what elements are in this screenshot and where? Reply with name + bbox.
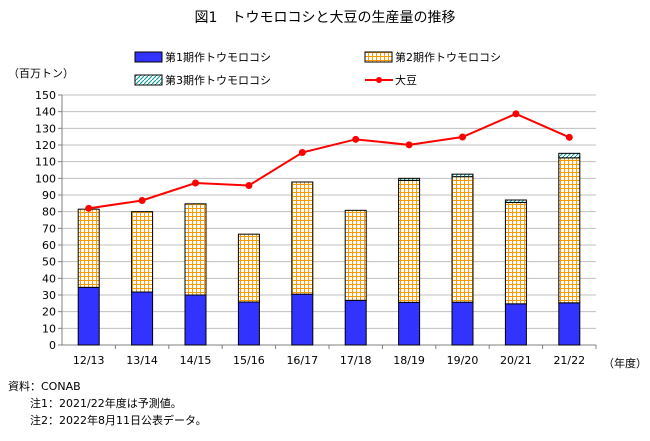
soybean-point <box>405 141 413 149</box>
bar-1 <box>558 302 581 346</box>
y-tick-label: 90 <box>42 189 56 202</box>
bar-2 <box>131 211 154 293</box>
chart-title: 図1 トウモロコシと大豆の生産量の推移 <box>195 10 456 26</box>
bar-1 <box>237 301 260 346</box>
x-tick-label: 19/20 <box>447 354 479 367</box>
x-tick-label: 12/13 <box>73 354 105 367</box>
bar-1 <box>504 303 527 346</box>
x-tick-label: 16/17 <box>286 354 318 367</box>
bar-3 <box>504 199 527 203</box>
legend-swatch <box>134 51 163 63</box>
bar-1 <box>77 286 100 346</box>
x-tick-label: 17/18 <box>340 354 372 367</box>
x-tick-label: 14/15 <box>180 354 212 367</box>
bar-3 <box>558 152 581 159</box>
soybean-line <box>88 112 570 210</box>
y-tick-label: 110 <box>35 156 56 169</box>
y-axis-label: （百万トン） <box>8 67 74 80</box>
bar-2 <box>398 179 421 303</box>
y-tick-label: 130 <box>35 122 56 135</box>
bar-2 <box>504 202 527 305</box>
y-tick-label: 30 <box>42 289 56 302</box>
x-tick-label: 15/16 <box>233 354 265 367</box>
y-tick-label: 60 <box>42 239 56 252</box>
y-tick-label: 120 <box>35 139 56 152</box>
bar-1 <box>451 301 474 346</box>
bar-2 <box>77 208 100 288</box>
note-2: 注2：2022年8月11日公表データ。 <box>30 414 207 427</box>
x-tick-label: 18/19 <box>393 354 425 367</box>
soybean-point <box>565 133 573 141</box>
bar-2 <box>291 181 314 295</box>
bar-2 <box>237 233 260 303</box>
bar-2 <box>451 176 474 303</box>
soybean-point <box>298 149 306 156</box>
soybean-point <box>192 179 199 187</box>
bar-1 <box>184 294 207 346</box>
bar-1 <box>344 299 367 346</box>
bar-1 <box>398 301 421 346</box>
legend-label: 第1期作トウモロコシ <box>165 50 271 64</box>
bar-3 <box>398 177 421 181</box>
bar-2 <box>558 157 581 304</box>
soybean-point <box>459 133 466 141</box>
x-tick-label: 13/14 <box>126 354 158 367</box>
legend-swatch <box>134 74 163 86</box>
y-tick-label: 50 <box>42 256 56 269</box>
x-tick-label: 21/22 <box>553 354 585 367</box>
y-tick-label: 150 <box>35 89 56 102</box>
y-tick-label: 10 <box>42 322 56 335</box>
y-tick-label: 0 <box>49 339 56 352</box>
y-tick-label: 80 <box>42 206 56 219</box>
soybean-point <box>138 197 146 204</box>
note-1: 注1：2021/22年度は予測値。 <box>30 397 182 410</box>
bar-1 <box>291 293 314 346</box>
bar-1 <box>131 291 154 346</box>
source-note: 資料：CONAB <box>8 380 81 393</box>
y-tick-label: 140 <box>35 106 56 119</box>
legend-marker <box>376 77 382 83</box>
legend-swatch <box>364 51 393 63</box>
y-tick-label: 70 <box>42 222 56 235</box>
soybean-point <box>245 182 253 189</box>
soybean-point <box>512 110 520 118</box>
x-axis-label: （年度） <box>603 356 647 370</box>
legend-label: 第3期作トウモロコシ <box>165 73 271 87</box>
legend-label: 大豆 <box>395 73 417 87</box>
y-tick-label: 20 <box>42 306 56 319</box>
soybean-point <box>352 135 360 143</box>
x-tick-label: 20/21 <box>500 354 532 367</box>
bar-2 <box>184 203 207 296</box>
legend-label: 第2期作トウモロコシ <box>395 50 501 64</box>
y-tick-label: 100 <box>35 172 56 185</box>
bar-2 <box>344 209 367 301</box>
y-tick-label: 40 <box>42 272 56 285</box>
bar-3 <box>451 173 474 178</box>
soybean-point <box>85 204 93 212</box>
